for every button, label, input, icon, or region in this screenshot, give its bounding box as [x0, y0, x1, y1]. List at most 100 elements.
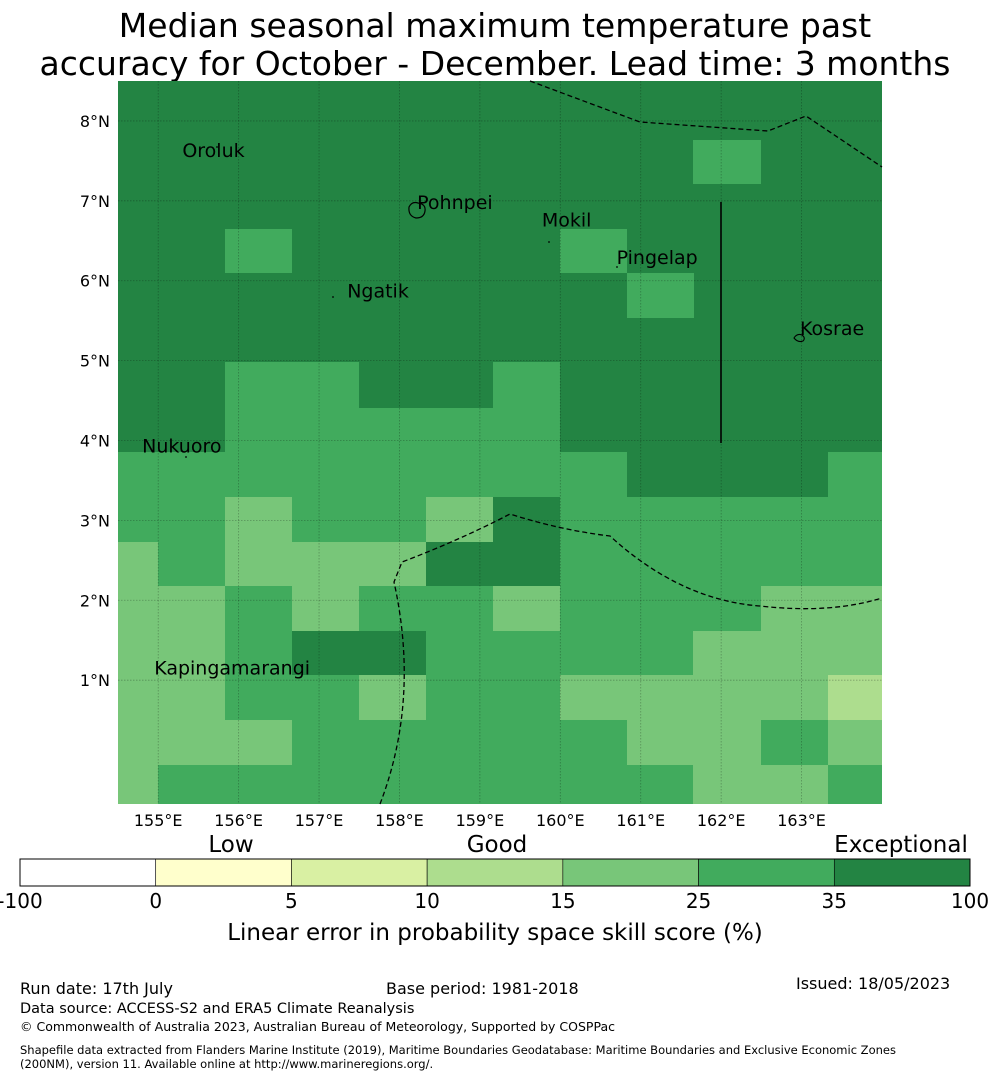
colorbar-swatch	[155, 858, 292, 887]
skill-cell	[426, 497, 493, 542]
y-tick-label: 2°N	[80, 591, 110, 610]
skill-cell	[560, 229, 627, 273]
y-tick-label: 8°N	[80, 112, 110, 131]
base-period: Base period: 1981-2018	[386, 979, 579, 998]
colorbar-swatch	[291, 858, 428, 887]
place-label-oroluk: Oroluk	[182, 140, 244, 162]
y-tick-label: 3°N	[80, 511, 110, 530]
skill-cell	[292, 542, 359, 631]
skill-cell	[828, 675, 882, 720]
atoll-dot	[185, 456, 187, 458]
place-label-kosrae: Kosrae	[800, 318, 864, 340]
eez-boundaries	[379, 80, 883, 805]
colorbar-label: Linear error in probability space skill …	[227, 920, 763, 946]
graticule	[118, 81, 882, 804]
x-tick-label: 158°E	[375, 811, 424, 830]
category-good: Good	[466, 832, 528, 858]
skill-cell	[493, 497, 560, 542]
skill-cell	[225, 497, 292, 586]
shapefile-credit-line-2: (200NM), version 11. Available online at…	[20, 1057, 434, 1071]
colorbar	[19, 858, 971, 887]
skill-cell	[693, 140, 761, 184]
colorbar-tick-label: 15	[550, 889, 576, 913]
pohnpei-island-outline	[408, 201, 426, 219]
x-tick-label: 163°E	[777, 811, 826, 830]
issued-date: Issued: 18/05/2023	[796, 974, 951, 993]
atoll-dot	[332, 296, 334, 298]
skill-cell	[560, 675, 627, 720]
colorbar-swatch	[19, 858, 157, 887]
title-line-1: Median seasonal maximum temperature past	[118, 6, 872, 45]
skill-cell	[693, 631, 761, 675]
run-date: Run date: 17th July	[20, 979, 173, 998]
skill-grid	[118, 81, 882, 804]
skill-cell	[158, 586, 225, 631]
x-tick-label: 159°E	[456, 811, 505, 830]
colorbar-swatch	[426, 858, 564, 887]
colorbar-swatch	[833, 858, 971, 887]
colorbar-swatch	[698, 858, 835, 887]
x-tick-label: 157°E	[295, 811, 344, 830]
y-tick-label: 4°N	[80, 432, 110, 451]
place-label-mokil: Mokil	[542, 209, 592, 231]
colorbar-tick-label: 0	[149, 889, 163, 913]
skill-cell	[359, 542, 426, 586]
x-tick-label: 161°E	[616, 811, 665, 830]
atoll-dot	[548, 241, 550, 243]
skill-cell	[225, 229, 292, 273]
colorbar-tick-label: 35	[821, 889, 848, 913]
place-label-pingelap: Pingelap	[617, 247, 698, 269]
colorbar-tick-label: 10	[414, 889, 440, 913]
atoll-dot	[216, 146, 218, 148]
skill-cell	[627, 675, 761, 765]
place-label-nukuoro: Nukuoro	[142, 435, 221, 457]
axis-tick-labels: 155°E 156°E 157°E 158°E 159°E 160°E 161°E 162°E…	[80, 112, 826, 830]
skill-cell	[359, 362, 493, 408]
skill-cell	[225, 720, 292, 765]
x-tick-label: 160°E	[536, 811, 585, 830]
skill-cell	[828, 720, 882, 765]
skill-cell	[693, 765, 828, 804]
map-canvas: Oroluk Pohnpei Mokil Pingelap Ngatik Kosrae Nu…	[80, 80, 883, 830]
colorbar-outline	[19, 858, 971, 887]
place-labels: Oroluk Pohnpei Mokil Pingelap Ngatik Kosrae Nu…	[142, 140, 864, 680]
skill-cell	[761, 675, 828, 720]
x-tick-label: 155°E	[134, 811, 183, 830]
category-low: Low	[208, 832, 254, 858]
colorbar-tick-label: 5	[285, 889, 298, 913]
place-label-kapingamarangi: Kapingamarangi	[154, 658, 310, 680]
eez-boundary-line	[379, 513, 883, 805]
title-line-2: accuracy for October - December. Lead ti…	[39, 44, 951, 83]
y-tick-label: 7°N	[80, 192, 110, 211]
skill-cell	[118, 542, 158, 804]
atoll-dot	[616, 266, 618, 268]
skill-cell	[158, 631, 225, 765]
data-source: Data source: ACCESS-S2 and ERA5 Climate …	[20, 1001, 415, 1017]
copyright: © Commonwealth of Australia 2023, Austra…	[20, 1019, 615, 1034]
place-label-pohnpei: Pohnpei	[417, 192, 493, 214]
y-tick-label: 5°N	[80, 352, 110, 371]
atoll-dot	[251, 669, 253, 671]
skill-cell	[359, 675, 426, 720]
place-label-ngatik: Ngatik	[347, 281, 409, 303]
skill-cell	[292, 631, 426, 675]
category-exceptional: Exceptional	[834, 832, 968, 858]
skill-cell	[118, 362, 225, 452]
y-tick-label: 6°N	[80, 272, 110, 291]
skill-cell	[118, 81, 882, 362]
colorbar-swatch	[562, 858, 699, 887]
kosrae-island-outline	[793, 333, 805, 343]
colorbar-tick-label: -100	[0, 889, 43, 913]
shapefile-credit-line-1: Shapefile data extracted from Flanders M…	[20, 1043, 896, 1057]
colorbar-tick-label: 25	[685, 889, 712, 913]
skill-cell	[761, 586, 882, 675]
island-outlines	[185, 146, 805, 671]
x-tick-label: 162°E	[697, 811, 746, 830]
skill-cell	[493, 586, 560, 631]
skill-cell	[627, 273, 694, 318]
y-tick-label: 1°N	[80, 671, 110, 690]
skill-cell	[627, 452, 828, 497]
skill-cell	[426, 542, 560, 586]
colorbar-tick-label: 100	[950, 889, 990, 913]
x-tick-label: 156°E	[214, 811, 263, 830]
